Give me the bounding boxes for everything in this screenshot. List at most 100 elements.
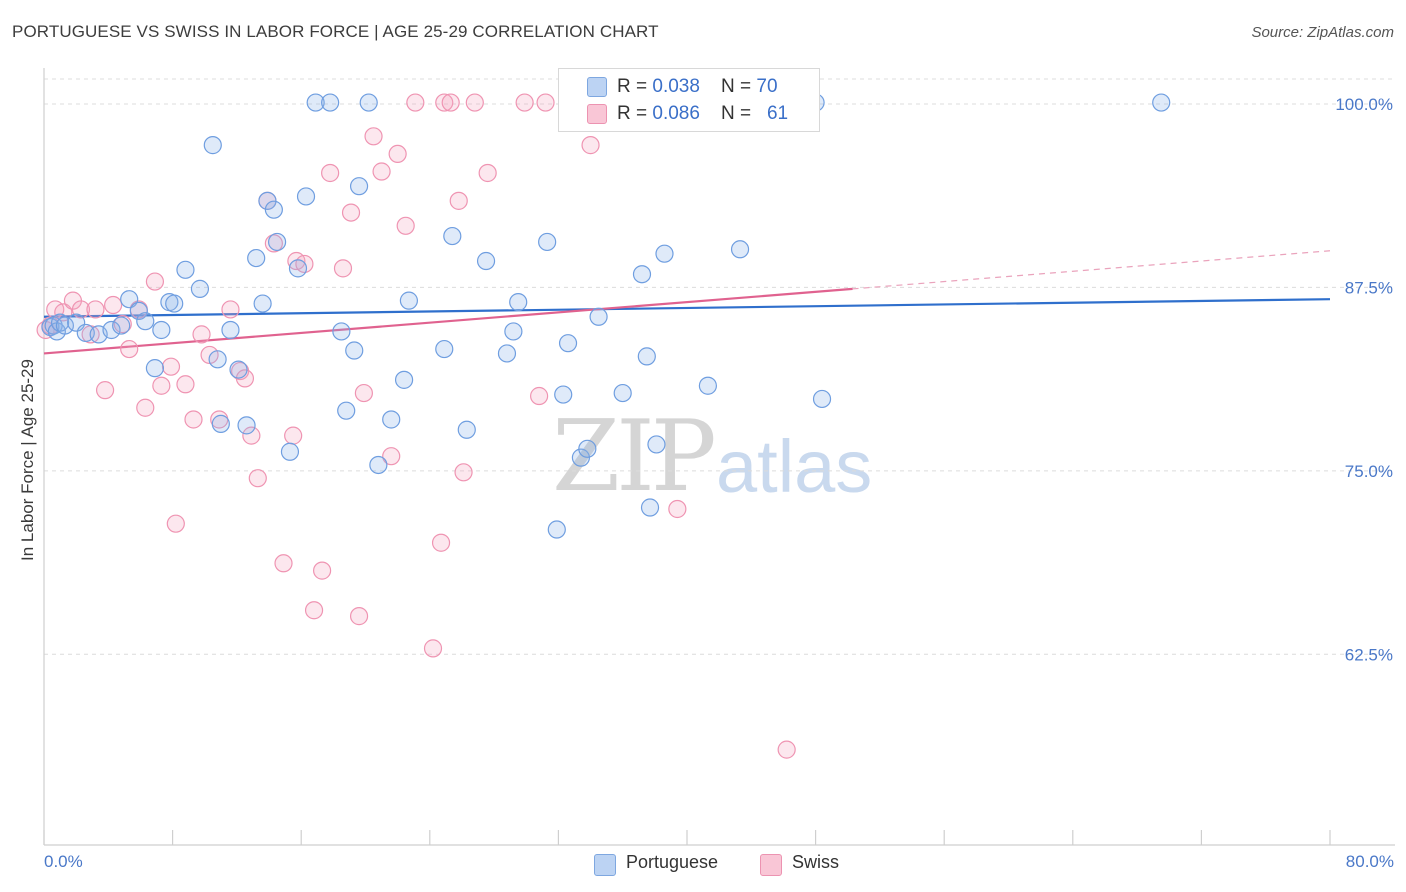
swiss-point [284, 426, 303, 445]
swiss-point [382, 447, 401, 466]
swiss-point [104, 295, 123, 315]
portuguese-point [538, 232, 557, 252]
swiss-point [176, 375, 195, 394]
swiss-point [242, 426, 261, 445]
portuguese-point [280, 442, 300, 461]
swiss-point [136, 398, 155, 417]
swiss-legend-label: Swiss [792, 852, 840, 872]
portuguese-n-value: 70 [756, 76, 778, 97]
portuguese-point [359, 93, 378, 112]
swiss-point [777, 740, 796, 759]
portuguese-point [120, 290, 139, 309]
swiss-point [668, 499, 687, 519]
swiss-point [372, 162, 391, 181]
swiss-point [248, 469, 267, 488]
swiss-point [341, 203, 361, 222]
y-tick-label: 75.0% [1345, 462, 1393, 481]
portuguese-point [578, 439, 597, 458]
swiss-point [321, 163, 340, 183]
portuguese-point [176, 260, 195, 279]
portuguese-n-label: N = [721, 76, 757, 97]
swiss-point [95, 381, 115, 400]
portuguese-point [253, 294, 272, 313]
portuguese-point [640, 498, 660, 517]
swiss-point [274, 554, 293, 573]
swiss-point [192, 325, 211, 344]
portuguese-point [443, 226, 462, 246]
swiss-point [145, 272, 165, 291]
portuguese-point [554, 385, 573, 404]
swiss-points [36, 93, 796, 759]
portuguese-point [136, 312, 155, 331]
chart-title: PORTUGUESE VS SWISS IN LABOR FORCE | AGE… [12, 22, 659, 41]
swiss-point [515, 93, 534, 112]
portuguese-swatch [587, 77, 607, 97]
portuguese-point [369, 455, 388, 475]
portuguese-trend-line [43, 298, 1331, 318]
watermark-atlas: atlas [716, 425, 873, 508]
axes [43, 68, 1395, 846]
portuguese-point [129, 301, 148, 321]
swiss-point [581, 136, 600, 155]
swiss-point [120, 339, 139, 359]
portuguese-point [812, 389, 832, 409]
portuguese-point [547, 520, 566, 539]
portuguese-point [211, 414, 230, 433]
swiss-point [454, 463, 473, 482]
portuguese-point [337, 401, 356, 420]
swiss-point [161, 357, 181, 376]
portuguese-point [267, 232, 287, 252]
y-tick-label: 62.5% [1345, 645, 1393, 664]
portuguese-point [50, 313, 70, 332]
portuguese-r-value: 0.038 [652, 76, 700, 97]
portuguese-point [237, 416, 256, 435]
trend-lines [43, 250, 1331, 355]
portuguese-point [476, 251, 496, 271]
portuguese-point [102, 320, 121, 340]
y-tick-label: 87.5% [1345, 278, 1393, 297]
portuguese-point [558, 334, 578, 353]
swiss-point [152, 376, 171, 395]
swiss-r-value: 0.086 [652, 103, 700, 124]
portuguese-point [698, 376, 717, 395]
swiss-point [312, 561, 332, 580]
swiss-point [449, 191, 468, 210]
swiss-r-label: R = [617, 103, 653, 124]
portuguese-point [145, 359, 165, 378]
portuguese-point [655, 244, 674, 263]
portuguese-point [394, 370, 414, 389]
portuguese-point [55, 316, 74, 335]
portuguese-point [435, 339, 454, 359]
portuguese-point [637, 347, 656, 366]
portuguese-point [332, 322, 351, 341]
portuguese-point [203, 136, 222, 155]
swiss-point [54, 303, 73, 322]
swiss-swatch [587, 104, 607, 124]
swiss-point [435, 93, 454, 112]
portuguese-point [306, 93, 325, 112]
swiss-point [184, 410, 203, 429]
swiss-point [465, 93, 484, 112]
portuguese-point [321, 93, 340, 112]
portuguese-legend-swatch [594, 854, 616, 876]
swiss-point [354, 383, 373, 403]
portuguese-point [399, 291, 419, 310]
portuguese-point [165, 294, 184, 313]
swiss-point [221, 300, 240, 319]
portuguese-point [152, 320, 171, 340]
portuguese-point [504, 322, 523, 341]
portuguese-point [613, 383, 632, 403]
x-tick-min: 0.0% [44, 852, 83, 871]
portuguese-point [190, 279, 210, 298]
swiss-n-label: N = [721, 103, 757, 124]
swiss-point [364, 127, 383, 146]
swiss-point [536, 93, 555, 112]
swiss-n-value: 61 [766, 103, 789, 124]
y-tick-label: 100.0% [1335, 95, 1393, 114]
swiss-trend-extension [852, 250, 1331, 290]
portuguese-point [229, 360, 248, 379]
portuguese-legend-label: Portuguese [626, 852, 719, 872]
portuguese-point [457, 420, 476, 439]
portuguese-point [208, 350, 227, 369]
